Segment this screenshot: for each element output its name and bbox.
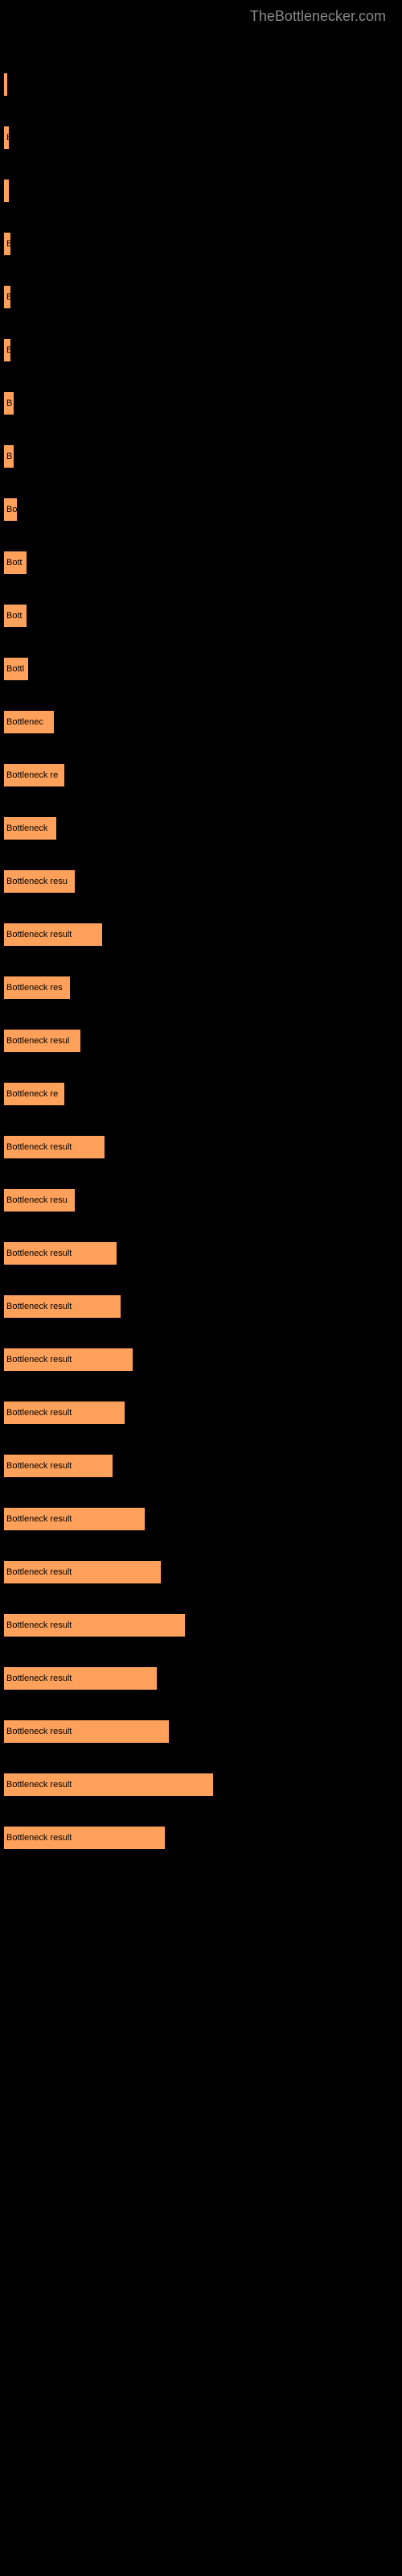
bar: Bottleneck result: [4, 1561, 161, 1583]
bar: Bottleneck re: [4, 764, 64, 786]
bar-row: Bottleneck result: [4, 1667, 398, 1690]
bar-row: Bottl: [4, 658, 398, 680]
bar: Bottlenec: [4, 711, 54, 733]
bar: Bottleneck result: [4, 923, 102, 946]
bar: Bottleneck result: [4, 1136, 105, 1158]
bar-row: Bo: [4, 498, 398, 521]
bar-row: Bottleneck re: [4, 1083, 398, 1105]
bar-row: B: [4, 126, 398, 149]
bar: Bottleneck result: [4, 1827, 165, 1849]
bar-row: Bottlenec: [4, 711, 398, 733]
bar-row: Bottleneck result: [4, 1295, 398, 1318]
bar: B: [4, 445, 14, 468]
bar: Bottleneck resu: [4, 870, 75, 893]
bar: Bott: [4, 605, 27, 627]
bar: Bottleneck res: [4, 976, 70, 999]
bar-row: Bottleneck result: [4, 1614, 398, 1637]
bar-row: B: [4, 233, 398, 255]
bar-row: Bottleneck result: [4, 1455, 398, 1477]
bar: Bottleneck result: [4, 1455, 113, 1477]
bar-row: B: [4, 286, 398, 308]
bar: [4, 73, 7, 96]
bar: Bottleneck result: [4, 1773, 213, 1796]
bar-row: Bottleneck result: [4, 923, 398, 946]
site-header: TheBottlenecker.com: [0, 0, 402, 73]
bar-row: Bott: [4, 551, 398, 574]
bar-row: Bottleneck res: [4, 976, 398, 999]
bar: B: [4, 126, 9, 149]
bar-row: Bottleneck resul: [4, 1030, 398, 1052]
bar: B: [4, 392, 14, 415]
bar-row: Bottleneck resu: [4, 1189, 398, 1212]
bar-row: Bott: [4, 605, 398, 627]
bar-chart: B B B B B B Bo Bott Bott Bottl Bottlenec Bottleneck…: [0, 73, 402, 1849]
site-title: TheBottlenecker.com: [250, 8, 386, 24]
bar: Bottleneck: [4, 817, 56, 840]
bar: Bottleneck result: [4, 1614, 185, 1637]
bar: Bottleneck result: [4, 1667, 157, 1690]
bar: B: [4, 233, 10, 255]
bar-row: Bottleneck result: [4, 1773, 398, 1796]
bar: B: [4, 286, 10, 308]
bar: Bott: [4, 551, 27, 574]
bar: Bottleneck result: [4, 1402, 125, 1424]
bar: Bottl: [4, 658, 28, 680]
bar: Bottleneck result: [4, 1295, 121, 1318]
bar: Bo: [4, 498, 17, 521]
bar: B: [4, 339, 10, 361]
bar-row: Bottleneck result: [4, 1402, 398, 1424]
bar-row: Bottleneck result: [4, 1242, 398, 1265]
bar-row: B: [4, 339, 398, 361]
bar: Bottleneck resu: [4, 1189, 75, 1212]
bar: Bottleneck resul: [4, 1030, 80, 1052]
bar-row: Bottleneck result: [4, 1348, 398, 1371]
bar-row: Bottleneck result: [4, 1561, 398, 1583]
bar: [4, 180, 9, 202]
bar-row: Bottleneck resu: [4, 870, 398, 893]
bar-row: B: [4, 392, 398, 415]
bar-row: Bottleneck result: [4, 1508, 398, 1530]
bar-row: B: [4, 445, 398, 468]
bar: Bottleneck result: [4, 1720, 169, 1743]
bar-row: Bottleneck: [4, 817, 398, 840]
bar-row: [4, 73, 398, 96]
bar: Bottleneck result: [4, 1508, 145, 1530]
bar-row: Bottleneck result: [4, 1720, 398, 1743]
bar: Bottleneck result: [4, 1242, 117, 1265]
bar-row: Bottleneck re: [4, 764, 398, 786]
bar: Bottleneck result: [4, 1348, 133, 1371]
bar: Bottleneck re: [4, 1083, 64, 1105]
bar-row: Bottleneck result: [4, 1827, 398, 1849]
bar-row: Bottleneck result: [4, 1136, 398, 1158]
bar-row: [4, 180, 398, 202]
